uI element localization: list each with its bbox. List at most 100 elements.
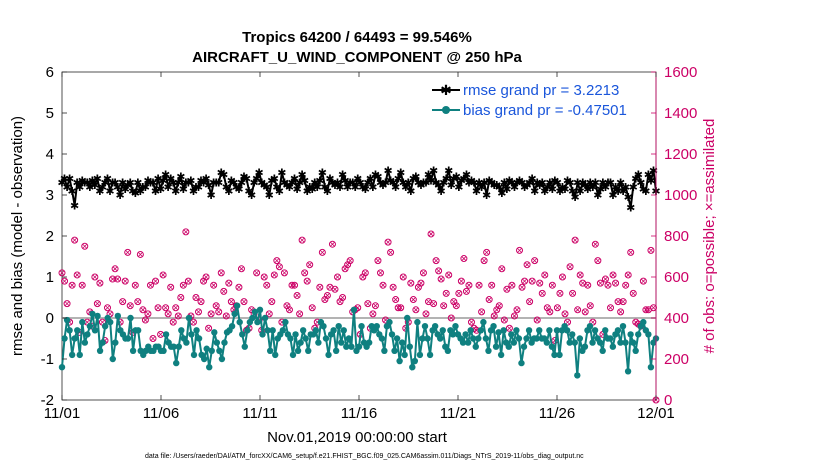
possible-obs-point <box>523 261 531 269</box>
assimilated-obs-mark <box>446 272 452 278</box>
assimilated-obs-mark <box>347 258 353 263</box>
bias-point <box>289 351 297 359</box>
assimilated-obs-mark <box>340 295 345 300</box>
assimilated-obs-mark <box>481 258 487 263</box>
possible-obs-point <box>323 291 331 299</box>
rmse-point: ✱ <box>472 185 481 198</box>
rmse-point: ✱ <box>608 189 617 202</box>
assimilated-obs-mark <box>274 258 280 263</box>
assimilated-obs-mark <box>62 278 67 284</box>
rmse-point: ✱ <box>239 171 248 184</box>
assimilated-obs-mark <box>441 303 446 308</box>
bias-point <box>79 318 86 326</box>
rmse-point: ✱ <box>103 173 112 186</box>
assimilated-obs-mark <box>112 266 118 272</box>
assimilated-obs-mark <box>527 299 532 304</box>
possible-obs-point <box>306 261 314 269</box>
rmse-point: ✱ <box>366 173 375 186</box>
rmse-point: ✱ <box>153 173 162 186</box>
assimilated-obs-mark <box>158 332 163 337</box>
assimilated-obs-mark <box>502 317 507 323</box>
assimilated-obs-mark <box>648 248 654 253</box>
rmse-point: ✱ <box>95 185 104 198</box>
possible-obs-point <box>505 324 513 332</box>
possible-obs-point <box>167 283 175 291</box>
rmse-point: ✱ <box>323 185 332 198</box>
rmse-point: ✱ <box>444 164 453 177</box>
rmse-point: ✱ <box>644 169 653 182</box>
assimilated-obs-mark <box>504 287 510 292</box>
possible-obs-point <box>561 310 569 318</box>
assimilated-obs-mark <box>133 282 138 288</box>
bias-point <box>114 312 122 320</box>
assimilated-obs-mark <box>436 268 441 274</box>
assimilated-obs-mark <box>620 299 626 304</box>
bias-point <box>94 312 101 320</box>
bias-point <box>68 351 76 359</box>
rmse-point: ✱ <box>401 181 410 194</box>
rmse-point: ✱ <box>356 177 365 190</box>
y-tick-label-right: 400 <box>664 310 689 327</box>
y-tick-label-left: 0 <box>46 310 54 327</box>
rmse-point: ✱ <box>290 173 299 186</box>
assimilated-obs-mark <box>175 313 181 319</box>
bias-point <box>124 335 132 342</box>
bias-point <box>127 314 134 322</box>
rmse-point: ✱ <box>308 183 317 196</box>
rmse-point: ✱ <box>492 179 501 192</box>
assimilated-obs-mark <box>307 262 312 267</box>
possible-obs-point <box>361 269 369 277</box>
possible-obs-point <box>397 304 405 312</box>
assimilated-obs-mark <box>400 274 406 280</box>
bias-point <box>348 343 355 350</box>
possible-obs-point <box>619 298 627 306</box>
bias-point <box>406 343 413 350</box>
possible-obs-point <box>531 257 539 265</box>
bias-point <box>388 331 396 338</box>
possible-obs-point <box>462 287 470 295</box>
bias-point <box>365 339 373 346</box>
possible-obs-point <box>488 281 496 289</box>
rmse-point: ✱ <box>280 177 289 190</box>
assimilated-obs-mark <box>522 278 527 284</box>
bias-point <box>190 351 198 359</box>
bias-point <box>596 339 604 346</box>
possible-obs-point <box>136 250 144 258</box>
rmse-point: ✱ <box>545 177 554 190</box>
assimilated-obs-mark <box>512 313 517 319</box>
possible-obs-point <box>253 269 261 277</box>
bias-point <box>566 339 573 346</box>
rmse-point: ✱ <box>533 177 542 190</box>
bias-point <box>76 351 83 359</box>
possible-obs-point <box>500 316 508 324</box>
assimilated-obs-mark <box>155 305 161 311</box>
rmse-point: ✱ <box>576 185 585 198</box>
bias-point <box>91 327 99 334</box>
assimilated-obs-mark <box>517 248 522 253</box>
rmse-point: ✱ <box>330 179 339 192</box>
bias-point <box>414 318 421 326</box>
bias-point <box>378 335 386 342</box>
possible-obs-point <box>369 310 377 318</box>
rmse-point: ✱ <box>181 177 190 190</box>
possible-obs-point <box>331 285 339 293</box>
possible-obs-point <box>445 271 453 279</box>
x-tick-label: 11/01 <box>44 405 80 422</box>
assimilated-obs-mark <box>69 282 75 288</box>
assimilated-obs-mark <box>287 307 292 313</box>
y-tick-label-right: 800 <box>664 228 689 245</box>
possible-obs-point <box>576 271 584 279</box>
possible-obs-point <box>612 279 620 287</box>
bias-point <box>627 331 634 338</box>
possible-obs-point <box>220 287 228 295</box>
assimilated-obs-mark <box>266 311 272 317</box>
x-tick-label: 11/11 <box>242 405 277 422</box>
rmse-point: ✱ <box>535 179 544 192</box>
rmse-point: ✱ <box>560 183 569 196</box>
possible-obs-point <box>437 275 445 283</box>
possible-obs-point <box>371 302 379 310</box>
rmse-point: ✱ <box>353 173 362 186</box>
possible-obs-point <box>124 248 132 256</box>
bias-point <box>622 339 629 346</box>
